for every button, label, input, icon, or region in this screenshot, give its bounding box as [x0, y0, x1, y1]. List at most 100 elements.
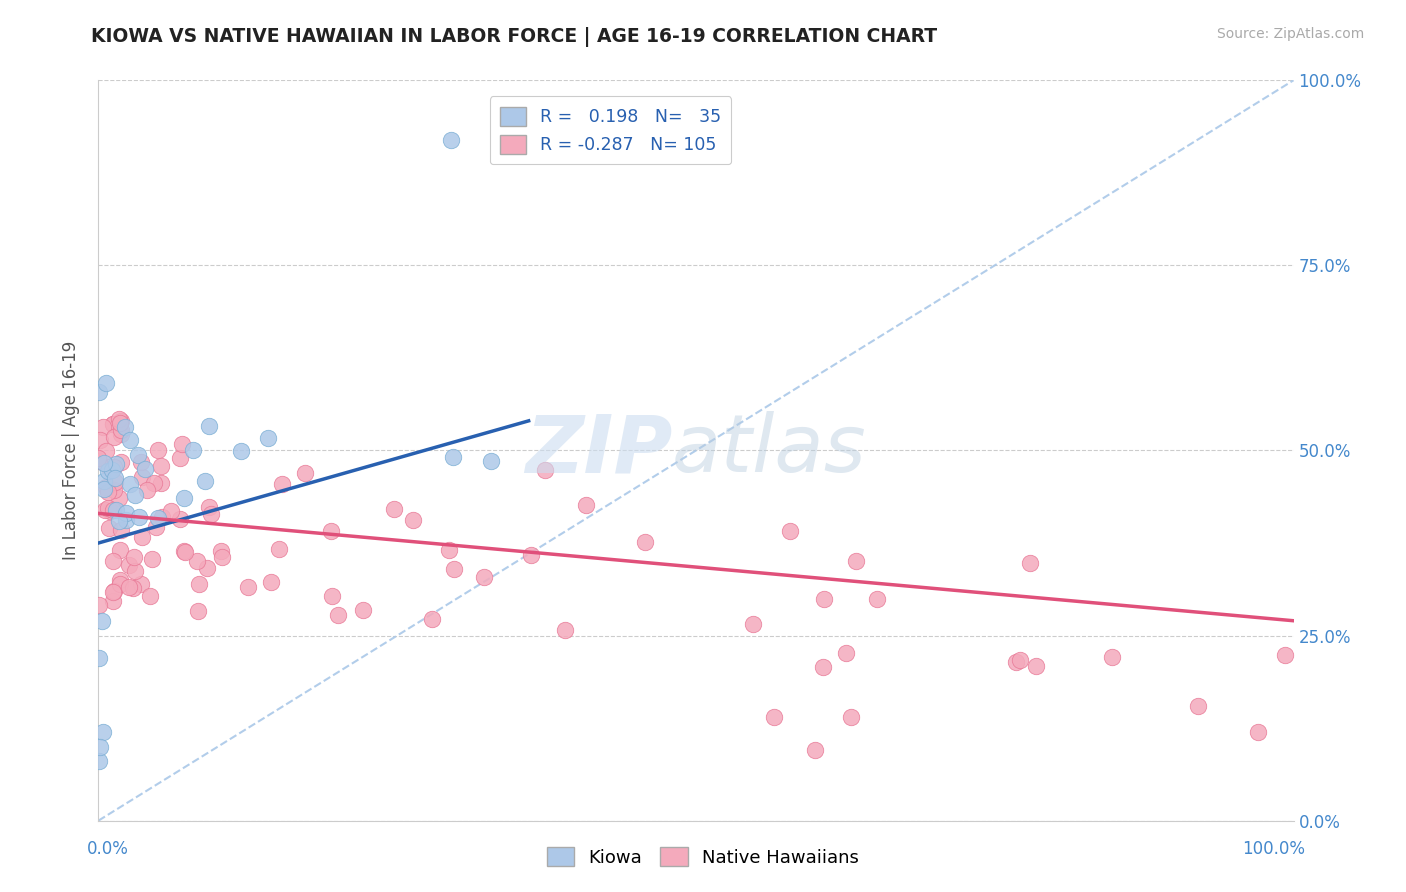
- Point: [131, 469, 153, 483]
- Point: [238, 580, 260, 594]
- Point: [173, 491, 195, 505]
- Point: [1101, 650, 1123, 665]
- Point: [87, 650, 110, 665]
- Point: [742, 616, 765, 631]
- Point: [294, 466, 316, 480]
- Point: [1274, 648, 1296, 662]
- Point: [1005, 655, 1028, 669]
- Point: [634, 535, 657, 549]
- Point: [481, 454, 503, 468]
- Point: [115, 506, 138, 520]
- Text: Source: ZipAtlas.com: Source: ZipAtlas.com: [1216, 27, 1364, 41]
- Point: [811, 660, 834, 674]
- Point: [129, 577, 152, 591]
- Point: [1018, 556, 1040, 570]
- Y-axis label: In Labor Force | Age 16-19: In Labor Force | Age 16-19: [62, 341, 80, 560]
- Point: [94, 480, 117, 494]
- Point: [98, 460, 121, 475]
- Point: [93, 474, 115, 488]
- Text: 0.0%: 0.0%: [87, 840, 128, 858]
- Point: [118, 477, 141, 491]
- Point: [194, 474, 217, 488]
- Point: [103, 430, 125, 444]
- Point: [101, 503, 124, 517]
- Point: [124, 565, 146, 579]
- Point: [94, 503, 117, 517]
- Point: [98, 521, 121, 535]
- Point: [174, 544, 197, 558]
- Point: [103, 471, 125, 485]
- Point: [108, 542, 131, 557]
- Point: [267, 542, 290, 557]
- Point: [149, 476, 172, 491]
- Point: [110, 427, 132, 442]
- Point: [441, 450, 464, 465]
- Point: [128, 510, 150, 524]
- Point: [181, 443, 204, 458]
- Point: [169, 512, 191, 526]
- Point: [520, 549, 543, 563]
- Point: [326, 607, 349, 622]
- Point: [1008, 652, 1031, 666]
- Point: [172, 437, 194, 451]
- Point: [131, 530, 153, 544]
- Point: [127, 448, 149, 462]
- Point: [200, 508, 222, 522]
- Point: [382, 502, 405, 516]
- Point: [101, 417, 124, 431]
- Point: [187, 577, 209, 591]
- Text: ZIP: ZIP: [524, 411, 672, 490]
- Point: [195, 561, 218, 575]
- Point: [101, 594, 124, 608]
- Point: [141, 552, 163, 566]
- Point: [89, 453, 111, 467]
- Point: [143, 475, 166, 490]
- Point: [114, 513, 136, 527]
- Point: [101, 584, 124, 599]
- Point: [260, 575, 283, 590]
- Point: [108, 412, 131, 426]
- Point: [120, 433, 142, 447]
- Point: [270, 476, 292, 491]
- Point: [145, 520, 167, 534]
- Point: [866, 591, 889, 606]
- Point: [118, 558, 141, 572]
- Point: [97, 464, 120, 478]
- Point: [134, 462, 156, 476]
- Point: [108, 416, 131, 430]
- Point: [148, 511, 170, 525]
- Point: [93, 482, 115, 496]
- Point: [129, 455, 152, 469]
- Point: [98, 504, 121, 518]
- Point: [845, 553, 868, 567]
- Text: KIOWA VS NATIVE HAWAIIAN IN LABOR FORCE | AGE 16-19 CORRELATION CHART: KIOWA VS NATIVE HAWAIIAN IN LABOR FORCE …: [91, 27, 938, 46]
- Point: [91, 724, 114, 739]
- Point: [89, 739, 111, 754]
- Point: [209, 543, 232, 558]
- Point: [104, 503, 127, 517]
- Point: [160, 504, 183, 518]
- Point: [103, 460, 125, 475]
- Point: [319, 524, 342, 538]
- Point: [762, 710, 785, 724]
- Point: [103, 554, 125, 568]
- Point: [93, 457, 115, 471]
- Point: [169, 450, 191, 465]
- Point: [108, 514, 131, 528]
- Point: [443, 562, 465, 576]
- Point: [97, 484, 120, 499]
- Point: [841, 710, 863, 724]
- Point: [97, 501, 120, 516]
- Point: [534, 463, 557, 477]
- Point: [148, 442, 170, 457]
- Point: [779, 524, 801, 539]
- Point: [835, 646, 858, 660]
- Text: atlas: atlas: [672, 411, 868, 490]
- Point: [108, 491, 131, 506]
- Point: [110, 414, 132, 428]
- Legend: Kiowa, Native Hawaiians: Kiowa, Native Hawaiians: [540, 840, 866, 874]
- Point: [104, 475, 127, 489]
- Point: [87, 384, 110, 399]
- Legend: R =   0.198   N=   35, R = -0.287   N= 105: R = 0.198 N= 35, R = -0.287 N= 105: [489, 96, 731, 164]
- Point: [108, 573, 131, 587]
